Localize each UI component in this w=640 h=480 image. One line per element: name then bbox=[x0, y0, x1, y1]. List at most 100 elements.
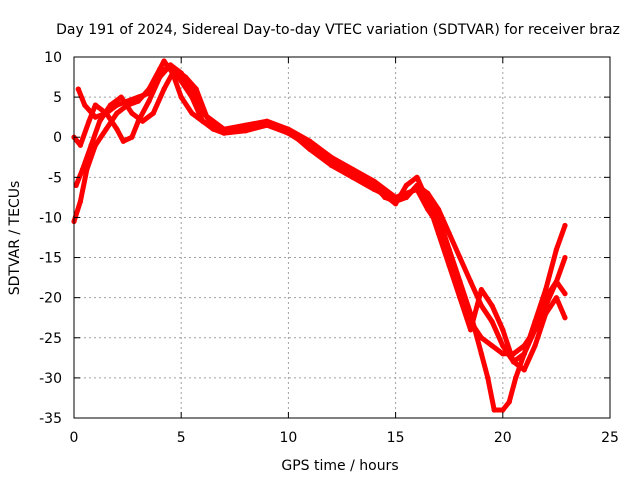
data-point bbox=[543, 311, 549, 317]
series-track-1 bbox=[71, 58, 568, 413]
x-tick-label: 15 bbox=[387, 430, 405, 446]
data-point bbox=[221, 128, 227, 134]
data-point bbox=[521, 367, 527, 373]
y-tick-label: -5 bbox=[48, 170, 62, 186]
data-point bbox=[543, 287, 549, 293]
y-tick-label: -20 bbox=[39, 291, 62, 307]
grid bbox=[74, 57, 610, 418]
y-tick-label: 5 bbox=[53, 90, 62, 106]
data-point bbox=[543, 295, 549, 301]
data-point bbox=[135, 94, 141, 100]
data-point bbox=[553, 279, 560, 285]
data-point bbox=[107, 102, 114, 108]
series-layer bbox=[71, 58, 568, 413]
data-point bbox=[468, 327, 474, 333]
data-point bbox=[500, 327, 506, 333]
data-point bbox=[118, 94, 124, 100]
data-point bbox=[513, 375, 519, 381]
data-point bbox=[553, 246, 560, 253]
data-point bbox=[114, 110, 120, 116]
data-point bbox=[92, 114, 99, 120]
x-axis-label: GPS time / hours bbox=[281, 458, 398, 474]
x-tick-label: 10 bbox=[279, 430, 297, 446]
data-point bbox=[193, 86, 199, 92]
plot-frame bbox=[73, 56, 611, 419]
data-point bbox=[457, 254, 463, 261]
data-point bbox=[457, 295, 463, 301]
data-point bbox=[478, 335, 484, 341]
data-point bbox=[350, 166, 356, 172]
data-point bbox=[157, 74, 163, 80]
data-point bbox=[489, 343, 495, 349]
data-point bbox=[178, 94, 184, 100]
data-point bbox=[485, 375, 491, 381]
data-point bbox=[73, 182, 79, 188]
data-point bbox=[532, 343, 538, 349]
data-point bbox=[200, 118, 206, 124]
data-point bbox=[510, 359, 517, 365]
data-point bbox=[500, 343, 506, 349]
data-point bbox=[506, 399, 512, 405]
data-point bbox=[414, 174, 420, 180]
data-point bbox=[204, 114, 210, 120]
data-point bbox=[478, 287, 484, 293]
data-point bbox=[307, 144, 313, 150]
data-point bbox=[371, 184, 377, 190]
data-point bbox=[92, 102, 99, 108]
data-point bbox=[562, 222, 568, 229]
chart-title: Day 191 of 2024, Sidereal Day-to-day VTE… bbox=[56, 22, 620, 38]
data-point bbox=[172, 66, 178, 72]
data-point bbox=[532, 327, 538, 333]
y-tick-label: 0 bbox=[53, 130, 62, 146]
data-point bbox=[114, 126, 120, 132]
data-point bbox=[491, 407, 497, 413]
data-point bbox=[403, 182, 409, 188]
data-point bbox=[425, 198, 431, 204]
data-point bbox=[446, 262, 452, 269]
data-point bbox=[393, 201, 399, 207]
data-point bbox=[86, 118, 92, 124]
data-point bbox=[178, 78, 184, 84]
data-point bbox=[161, 58, 167, 64]
data-point bbox=[489, 303, 495, 309]
series-track-3 bbox=[71, 62, 568, 365]
data-point bbox=[82, 102, 88, 108]
x-tick-label: 20 bbox=[494, 430, 512, 446]
data-point bbox=[446, 230, 452, 237]
data-point bbox=[500, 351, 506, 357]
data-point bbox=[562, 254, 568, 261]
data-point bbox=[150, 110, 156, 116]
data-point bbox=[562, 291, 568, 297]
data-point bbox=[328, 160, 334, 166]
data-point bbox=[553, 295, 560, 301]
data-point bbox=[129, 110, 135, 116]
data-point bbox=[264, 121, 270, 127]
data-point bbox=[562, 315, 568, 321]
data-point bbox=[478, 351, 484, 357]
data-point bbox=[75, 86, 81, 92]
data-point bbox=[500, 407, 506, 413]
x-tick-label: 25 bbox=[601, 430, 619, 446]
data-point bbox=[167, 62, 174, 68]
data-point bbox=[350, 173, 356, 179]
data-point bbox=[435, 230, 442, 237]
data-point bbox=[103, 126, 109, 132]
y-tick-label: -30 bbox=[39, 371, 62, 387]
data-point bbox=[140, 118, 146, 124]
x-tick-label: 5 bbox=[177, 430, 186, 446]
x-tick-label: 0 bbox=[70, 430, 79, 446]
y-tick-label: -25 bbox=[39, 331, 62, 347]
y-tick-label: 10 bbox=[44, 50, 62, 66]
data-point bbox=[77, 142, 84, 148]
data-point bbox=[77, 198, 84, 204]
data-point bbox=[521, 351, 527, 357]
data-point bbox=[129, 134, 135, 140]
data-point bbox=[120, 138, 126, 144]
data-point bbox=[97, 118, 103, 124]
data-point bbox=[146, 98, 152, 104]
data-point bbox=[161, 86, 167, 92]
y-tick-label: -15 bbox=[39, 251, 62, 267]
data-point bbox=[328, 154, 334, 160]
data-point bbox=[88, 142, 94, 148]
